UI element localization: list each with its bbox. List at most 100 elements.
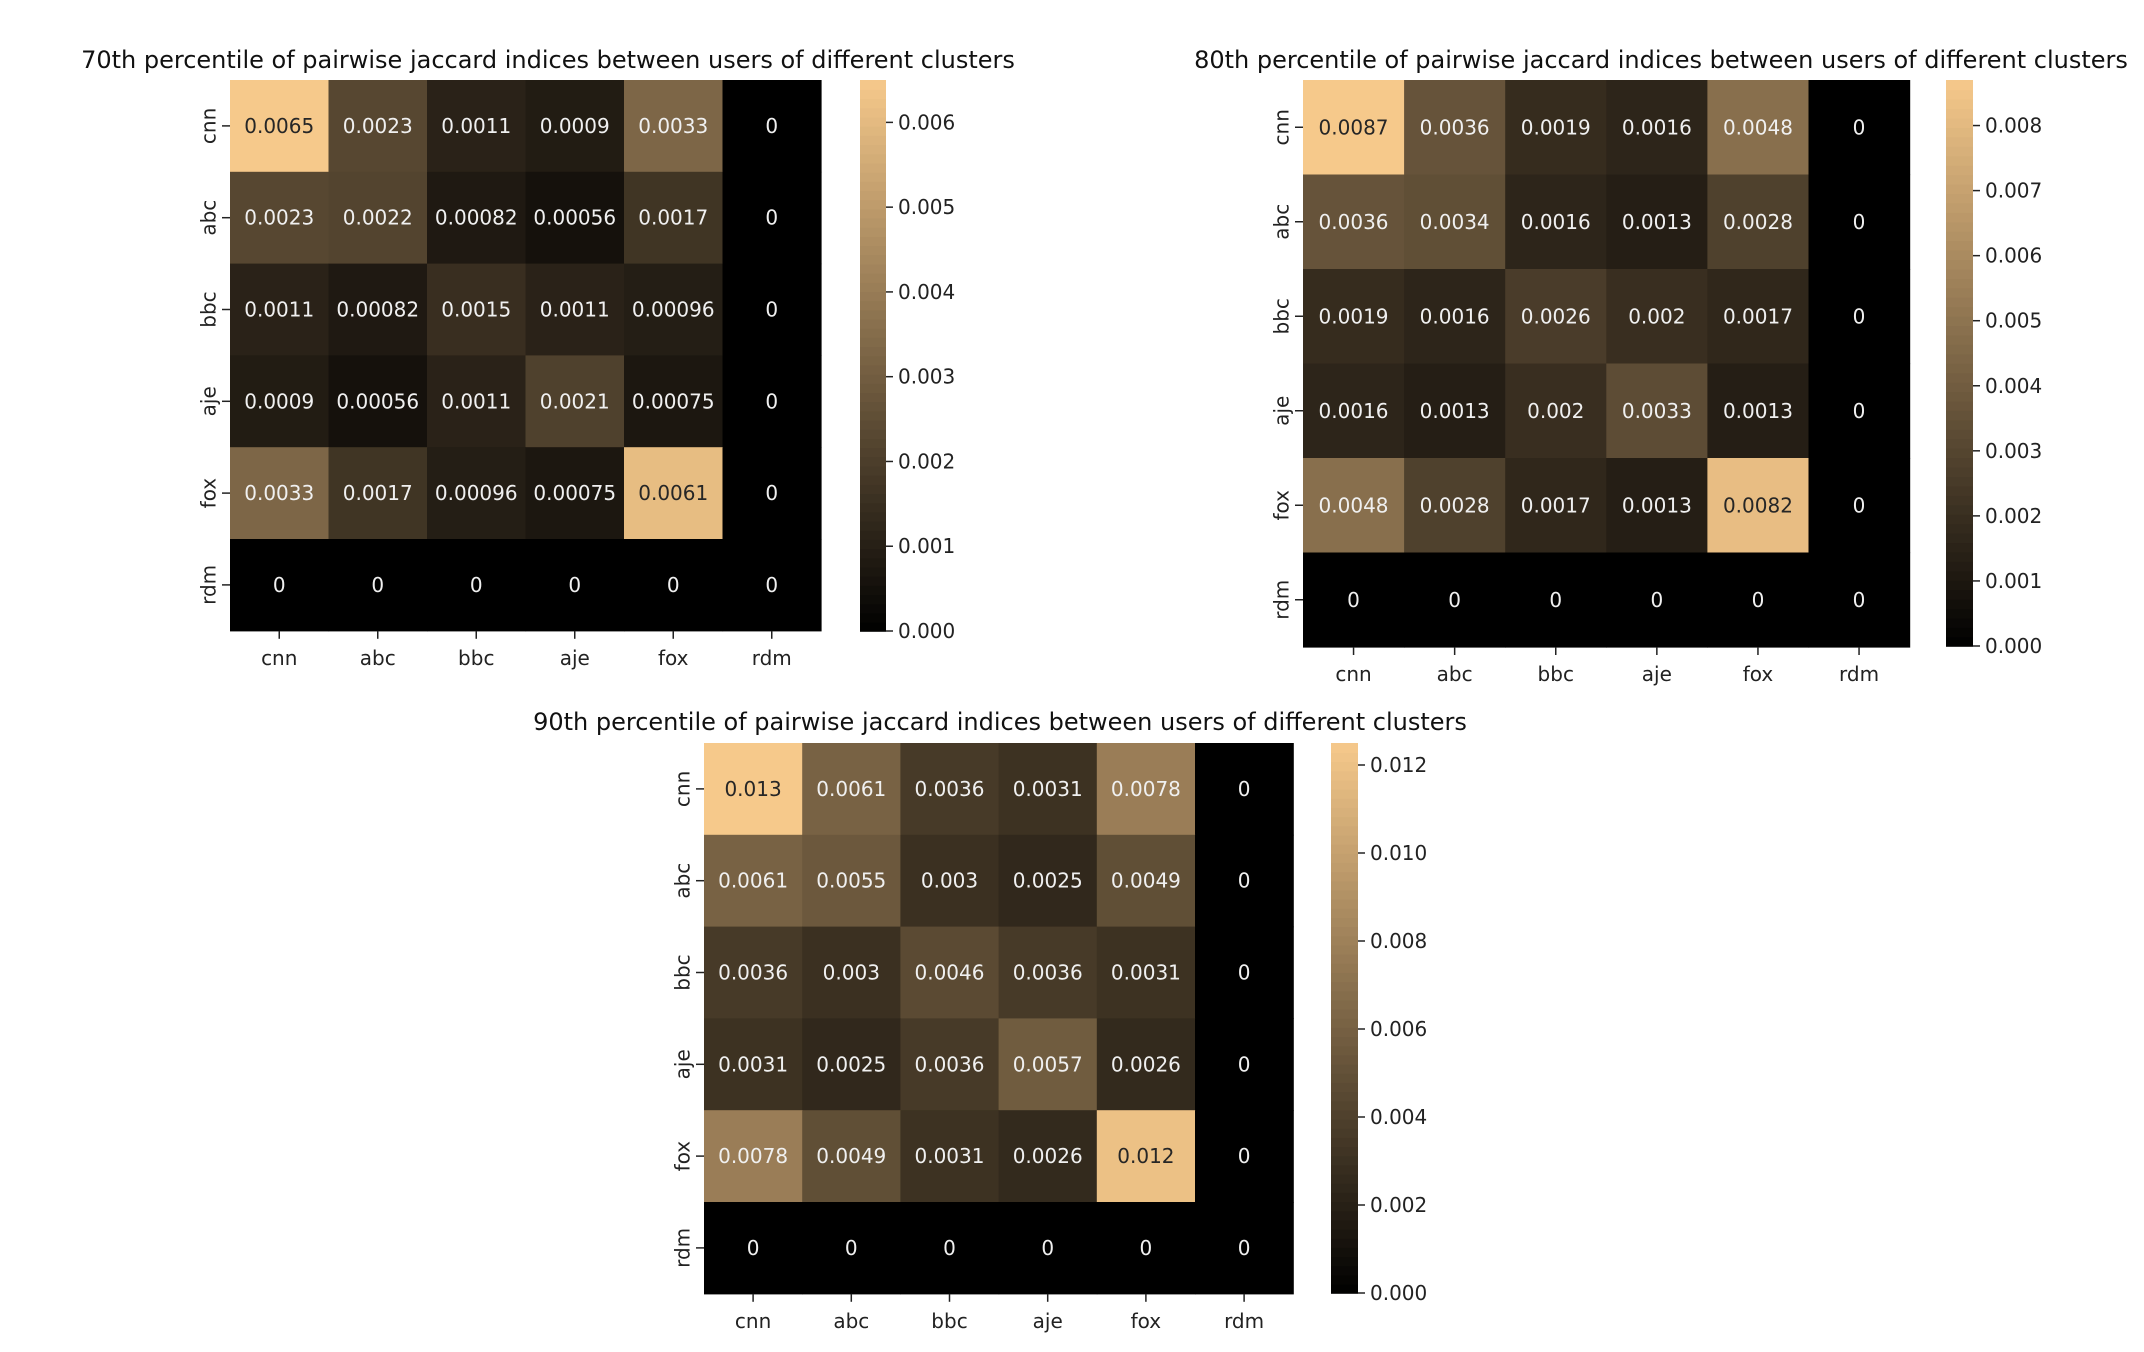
x-tick-label: bbc	[931, 1309, 967, 1333]
cell-value-label: 0.0009	[244, 389, 314, 413]
colorbar-segment	[860, 401, 886, 412]
heatmap-cell	[1404, 174, 1506, 270]
heatmap-cell	[722, 263, 822, 356]
colorbar-segment	[1331, 944, 1358, 955]
colorbar-segment	[1331, 843, 1358, 854]
heatmap-cell	[525, 80, 625, 173]
heatmap-cell	[230, 263, 330, 356]
cell-value-label: 0.0036	[1013, 961, 1083, 985]
colorbar-segment	[860, 594, 886, 605]
heatmap-cell	[722, 355, 822, 448]
cell-value-label: 0.0061	[638, 481, 708, 505]
cell-value-label: 0.0036	[1420, 115, 1490, 139]
cell-value-label: 0.0016	[1622, 115, 1692, 139]
y-tick-label: fox	[197, 478, 221, 509]
cell-value-label: 0.0031	[1111, 961, 1181, 985]
cell-value-label: 0.003	[921, 869, 978, 893]
colorbar-segment	[860, 190, 886, 201]
cell-value-label: 0.0082	[1723, 493, 1793, 517]
heatmap-cell	[1505, 80, 1607, 176]
cell-value-label: 0.0013	[1723, 399, 1793, 423]
colorbar-segment	[1331, 788, 1358, 799]
colorbar-segment	[860, 621, 886, 632]
cell-value-label: 0	[1549, 588, 1562, 612]
colorbar-segment	[1946, 438, 1973, 449]
cell-value-label: 0.0013	[1622, 493, 1692, 517]
cell-value-label: 0.002	[1527, 399, 1584, 423]
cell-value-label: 0	[1853, 399, 1866, 423]
heatmap-cell	[802, 926, 901, 1019]
heatmap-cell	[230, 355, 330, 448]
cell-value-label: 0.0016	[1319, 399, 1389, 423]
heatmap-cell	[1606, 363, 1708, 459]
heatmap-cell	[427, 447, 527, 540]
heatmap-cell	[1606, 174, 1708, 270]
colorbar-segment	[1946, 608, 1973, 619]
heatmap-cell	[1808, 80, 1911, 176]
colorbar: 0.000 0.002 0.004 0.006 0.008 0.010 0.012	[1331, 743, 1427, 1305]
cell-value-label: 0	[1853, 210, 1866, 234]
heatmap-cell	[624, 263, 724, 356]
cell-value-label: 0	[845, 1236, 858, 1260]
colorbar-segment	[1946, 476, 1973, 487]
colorbar-segment	[860, 171, 886, 182]
cell-value-label: 0	[470, 573, 483, 597]
colorbar-segment	[1331, 1283, 1358, 1294]
y-tick-label: bbc	[197, 291, 221, 327]
cell-value-label: 0	[1238, 961, 1251, 985]
colorbar-segment	[1331, 761, 1358, 772]
cell-value-label: 0.002	[1628, 304, 1685, 328]
colorbar-tick-label: 0.000	[1370, 1281, 1427, 1305]
heatmap-cell	[998, 1202, 1098, 1295]
cell-value-label: 0.0013	[1420, 399, 1490, 423]
heatmap-cell	[722, 80, 822, 173]
colorbar-segment	[1331, 871, 1358, 882]
heatmap-cell	[624, 80, 724, 173]
colorbar-segment	[860, 539, 886, 550]
colorbar: 0.000 0.001 0.002 0.003 0.004 0.005 0.006	[860, 80, 955, 643]
colorbar-segment	[1331, 807, 1358, 818]
colorbar-segment	[1946, 278, 1973, 289]
cell-value-label: 0.0011	[441, 114, 511, 138]
y-tick-label: aje	[671, 1049, 695, 1079]
x-tick-label: cnn	[261, 646, 297, 670]
heatmap-cell	[328, 80, 428, 173]
cell-value-label: 0.0031	[718, 1052, 788, 1076]
heatmap-cell	[722, 447, 822, 540]
colorbar-segment	[1946, 202, 1973, 213]
cell-value-label: 0	[1238, 1236, 1251, 1260]
colorbar-segment	[1946, 240, 1973, 251]
heatmap-cell	[722, 171, 822, 265]
colorbar-tick-label: 0.006	[1985, 244, 2042, 268]
heatmap-cell	[900, 1018, 1000, 1111]
cell-value-label: 0.0049	[816, 1144, 886, 1168]
colorbar-segment	[1331, 990, 1358, 1001]
colorbar-segment	[860, 373, 886, 384]
heatmap-cell	[1404, 80, 1506, 176]
cell-value-label: 0.0061	[718, 869, 788, 893]
heatmap-cell	[1606, 552, 1708, 648]
cell-value-label: 0	[765, 114, 778, 138]
cell-value-label: 0.0026	[1013, 1144, 1083, 1168]
cell-value-label: 0	[765, 481, 778, 505]
cell-value-label: 0.0033	[638, 114, 708, 138]
colorbar-segment	[1331, 926, 1358, 937]
heatmap-cell	[230, 80, 330, 173]
colorbar-tick-label: 0.003	[1985, 439, 2042, 463]
colorbar-segment	[860, 355, 886, 366]
cell-value-label: 0	[667, 573, 680, 597]
cell-value-label: 0.0022	[343, 206, 413, 230]
cell-value-label: 0.0011	[540, 298, 610, 322]
colorbar-segment	[1331, 1173, 1358, 1184]
cell-value-label: 0.0009	[540, 114, 610, 138]
colorbar-segment	[860, 144, 886, 155]
colorbar-segment	[1946, 598, 1973, 610]
cell-value-label: 0.012	[1117, 1144, 1174, 1168]
heatmap-cell	[1303, 174, 1405, 270]
colorbar-segment	[1331, 1091, 1358, 1102]
heatmap-cell	[328, 171, 428, 265]
heatmap-cell	[998, 743, 1098, 836]
cell-value-label: 0.00082	[336, 298, 419, 322]
colorbar-segment	[860, 465, 886, 476]
